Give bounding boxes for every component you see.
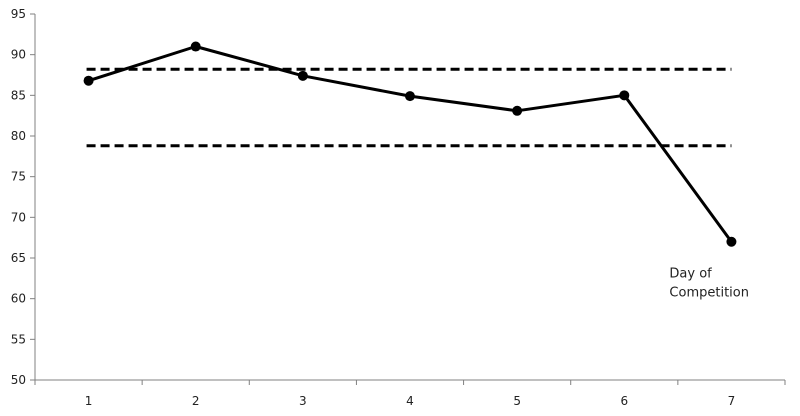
series-line	[88, 45, 733, 243]
data-point	[190, 41, 201, 52]
y-tick-label: 85	[11, 88, 26, 102]
data-point	[405, 91, 415, 102]
annotations: Day of Competition	[669, 267, 749, 301]
y-tick-label: 65	[11, 251, 26, 265]
data-point	[512, 105, 523, 116]
y-tick-label: 80	[11, 129, 26, 143]
y-tick-label: 50	[11, 373, 26, 387]
annotation-label: Day of	[669, 267, 712, 282]
data-point	[297, 70, 308, 81]
x-tick-label: 2	[192, 394, 200, 408]
annotation-label: Competition	[669, 286, 749, 301]
y-tick-label: 70	[11, 210, 26, 224]
y-tick-label: 95	[11, 7, 26, 21]
y-tick-label: 90	[11, 48, 26, 62]
y-tick-label: 60	[11, 292, 26, 306]
x-tick-label: 6	[620, 394, 628, 408]
x-tick-label: 5	[513, 394, 521, 408]
y-tick-label: 55	[11, 332, 26, 346]
y-tick-label: 75	[11, 170, 26, 184]
axes	[30, 13, 786, 385]
series	[83, 41, 737, 247]
x-tick-label: 1	[85, 394, 93, 408]
data-point	[619, 90, 630, 101]
data-point	[726, 236, 737, 247]
x-tick-label: 4	[406, 394, 414, 408]
x-tick-label: 3	[299, 394, 307, 408]
data-point	[83, 75, 94, 86]
reference-lines	[86, 67, 732, 148]
tick-labels: 50 55 60 65 70 75 80 85 90 95 1 2 3 4 5 6 7	[11, 7, 736, 408]
x-tick-label: 7	[728, 394, 736, 408]
